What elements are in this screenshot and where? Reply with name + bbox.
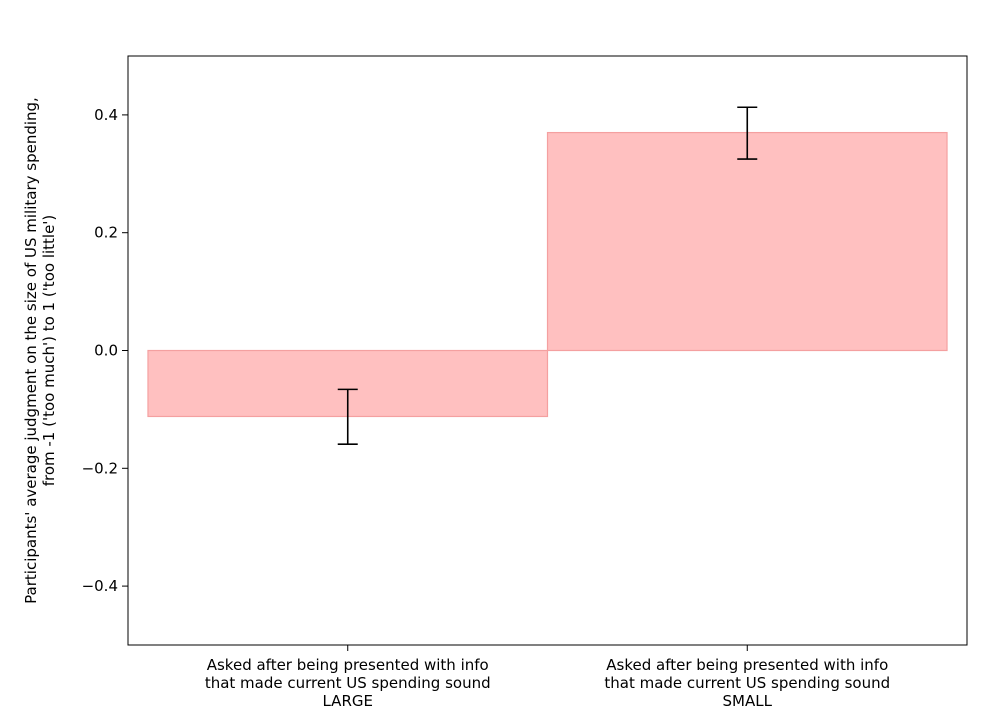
y-tick-label: 0.0 [94,342,118,360]
errorbars-layer [337,106,758,445]
bar-1 [546,131,948,352]
x-tick-label: Asked after being presented with info tha… [604,656,890,710]
y-axis-title: Participants' average judgment on the si… [22,97,58,604]
errorbar-1 [737,106,758,160]
y-tick-label: 0.4 [94,106,118,124]
y-tick-label: −0.4 [82,577,118,595]
y-axis: −0.4 −0.2 0.0 0.2 0.4 [82,106,128,595]
x-tick-label: Asked after being presented with info tha… [205,656,491,710]
y-tick-label: −0.2 [82,459,118,477]
bars-layer [147,131,948,418]
y-tick-label: 0.2 [94,224,118,242]
errorbar-0 [337,388,358,445]
x-axis: Asked after being presented with info tha… [205,645,890,710]
